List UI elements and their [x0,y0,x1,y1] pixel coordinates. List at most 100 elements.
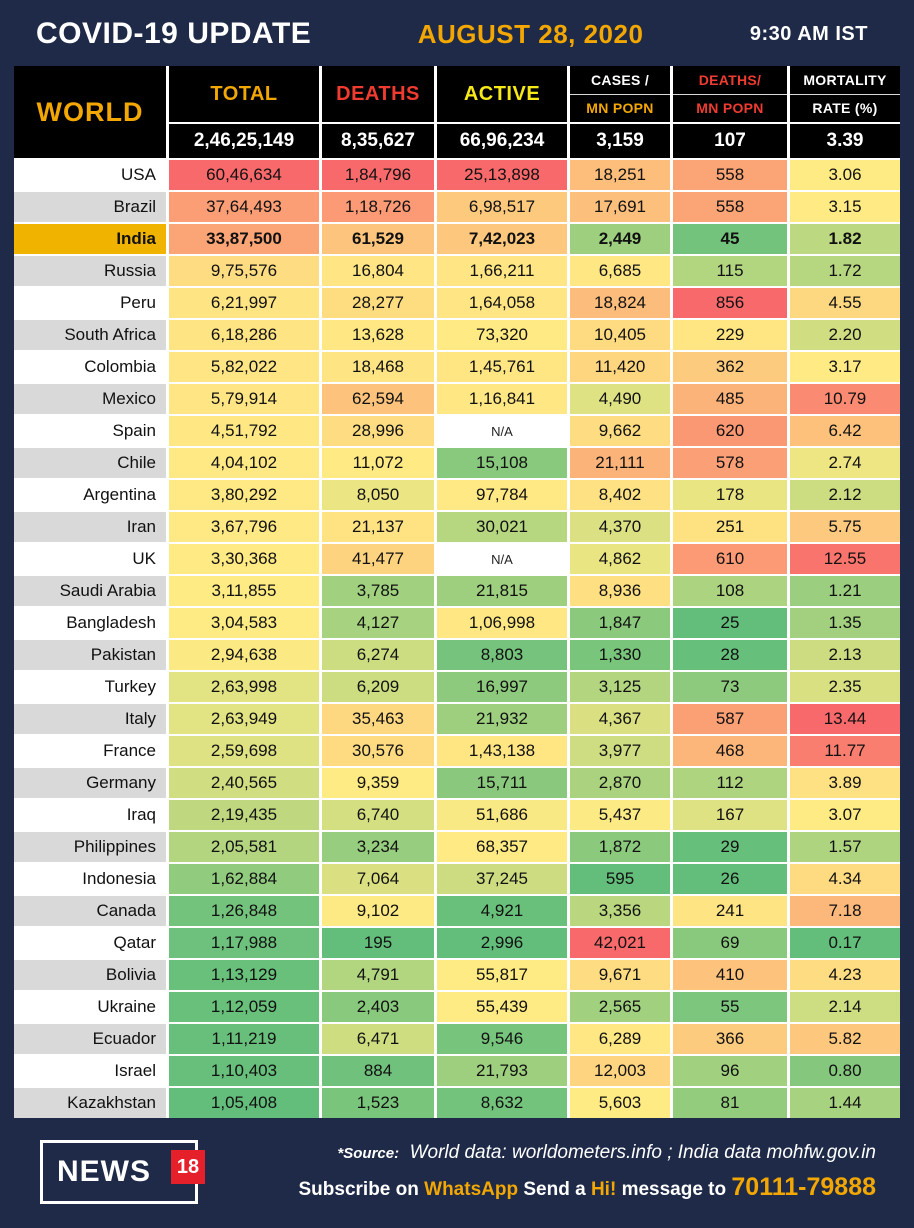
cell-deaths: 4,127 [322,608,434,638]
cell-cases_per_mn_popn: 595 [570,864,670,894]
cell-active: 73,320 [437,320,567,350]
cell-mortality_rate_pct: 5.75 [790,512,900,542]
cell-deaths_per_mn_popn: 28 [673,640,787,670]
cell-deaths: 1,523 [322,1088,434,1118]
country-label: Saudi Arabia [14,576,166,606]
cell-deaths: 6,274 [322,640,434,670]
cell-cases_per_mn_popn: 4,367 [570,704,670,734]
country-label: Iran [14,512,166,542]
cell-mortality_rate_pct: 1.21 [790,576,900,606]
cell-total: 2,40,565 [169,768,319,798]
cell-deaths_per_mn_popn: 468 [673,736,787,766]
cell-total: 1,10,403 [169,1056,319,1086]
cell-deaths_per_mn_popn: 856 [673,288,787,318]
cell-deaths_per_mn_popn: 587 [673,704,787,734]
cell-total: 1,26,848 [169,896,319,926]
country-label: Russia [14,256,166,286]
cell-total: 3,80,292 [169,480,319,510]
column-header-deaths-per-mn-line1: DEATHS/ [673,66,787,95]
cell-total: 6,18,286 [169,320,319,350]
country-label: UK [14,544,166,574]
cell-deaths: 3,234 [322,832,434,862]
cell-total: 1,62,884 [169,864,319,894]
country-label: Chile [14,448,166,478]
cell-deaths_per_mn_popn: 620 [673,416,787,446]
source-text: World data: worldometers.info ; India da… [409,1142,876,1163]
cell-mortality_rate_pct: 3.89 [790,768,900,798]
country-label: Mexico [14,384,166,414]
cell-deaths: 16,804 [322,256,434,286]
cell-mortality_rate_pct: 1.35 [790,608,900,638]
cell-deaths: 9,102 [322,896,434,926]
cell-deaths: 6,209 [322,672,434,702]
country-label: Italy [14,704,166,734]
country-label: Israel [14,1056,166,1086]
cell-mortality_rate_pct: 1.57 [790,832,900,862]
covid-table: WORLD TOTAL DEATHS ACTIVE CASES / MN POP… [14,66,900,1118]
cell-cases_per_mn_popn: 17,691 [570,192,670,222]
cell-active: N/A [437,416,567,446]
cell-mortality_rate_pct: 4.34 [790,864,900,894]
page-title: COVID-19 UPDATE [36,17,312,50]
column-header-active: ACTIVE [437,66,567,122]
cell-mortality_rate_pct: 13.44 [790,704,900,734]
cell-total: 2,63,949 [169,704,319,734]
cell-cases_per_mn_popn: 2,449 [570,224,670,254]
cell-mortality_rate_pct: 0.80 [790,1056,900,1086]
cell-mortality_rate_pct: 10.79 [790,384,900,414]
whatsapp-label: WhatsApp [424,1179,519,1200]
cell-deaths: 2,403 [322,992,434,1022]
cell-deaths_per_mn_popn: 26 [673,864,787,894]
cell-cases_per_mn_popn: 12,003 [570,1056,670,1086]
cell-cases_per_mn_popn: 21,111 [570,448,670,478]
country-label: Bangladesh [14,608,166,638]
cell-cases_per_mn_popn: 8,936 [570,576,670,606]
cell-active: 1,45,761 [437,352,567,382]
country-label: Spain [14,416,166,446]
cell-active: 68,357 [437,832,567,862]
country-label: Bolivia [14,960,166,990]
country-label: Turkey [14,672,166,702]
cell-cases_per_mn_popn: 3,356 [570,896,670,926]
column-header-deaths: DEATHS [322,66,434,122]
cell-deaths: 61,529 [322,224,434,254]
cell-cases_per_mn_popn: 2,565 [570,992,670,1022]
subscribe-line: Subscribe on WhatsApp Send a Hi! message… [198,1173,877,1202]
cell-total: 60,46,634 [169,160,319,190]
cell-active: 4,921 [437,896,567,926]
cell-active: 1,64,058 [437,288,567,318]
cell-total: 2,19,435 [169,800,319,830]
cell-mortality_rate_pct: 4.55 [790,288,900,318]
cell-mortality_rate_pct: 4.23 [790,960,900,990]
cell-mortality_rate_pct: 2.20 [790,320,900,350]
cell-deaths_per_mn_popn: 558 [673,160,787,190]
cell-mortality_rate_pct: 3.17 [790,352,900,382]
cell-cases_per_mn_popn: 18,824 [570,288,670,318]
cell-deaths_per_mn_popn: 485 [673,384,787,414]
cell-deaths: 6,740 [322,800,434,830]
cell-cases_per_mn_popn: 18,251 [570,160,670,190]
news18-logo: NEWS 18 [40,1140,205,1204]
cell-active: 1,16,841 [437,384,567,414]
cell-active: 37,245 [437,864,567,894]
cell-mortality_rate_pct: 11.77 [790,736,900,766]
cell-cases_per_mn_popn: 1,872 [570,832,670,862]
cell-deaths: 21,137 [322,512,434,542]
country-label: Ukraine [14,992,166,1022]
cell-active: 21,932 [437,704,567,734]
cell-deaths: 18,468 [322,352,434,382]
cell-total: 5,79,914 [169,384,319,414]
cell-deaths: 62,594 [322,384,434,414]
cell-total: 33,87,500 [169,224,319,254]
cell-mortality_rate_pct: 3.15 [790,192,900,222]
cell-deaths: 884 [322,1056,434,1086]
column-header-deaths-per-mn: DEATHS/ MN POPN [673,66,787,122]
cell-active: 21,793 [437,1056,567,1086]
cell-total: 2,05,581 [169,832,319,862]
cell-mortality_rate_pct: 6.42 [790,416,900,446]
cell-total: 1,17,988 [169,928,319,958]
cell-cases_per_mn_popn: 1,330 [570,640,670,670]
source-prefix: *Source: [337,1145,400,1162]
world-deaths-per-mn: 107 [673,124,787,158]
